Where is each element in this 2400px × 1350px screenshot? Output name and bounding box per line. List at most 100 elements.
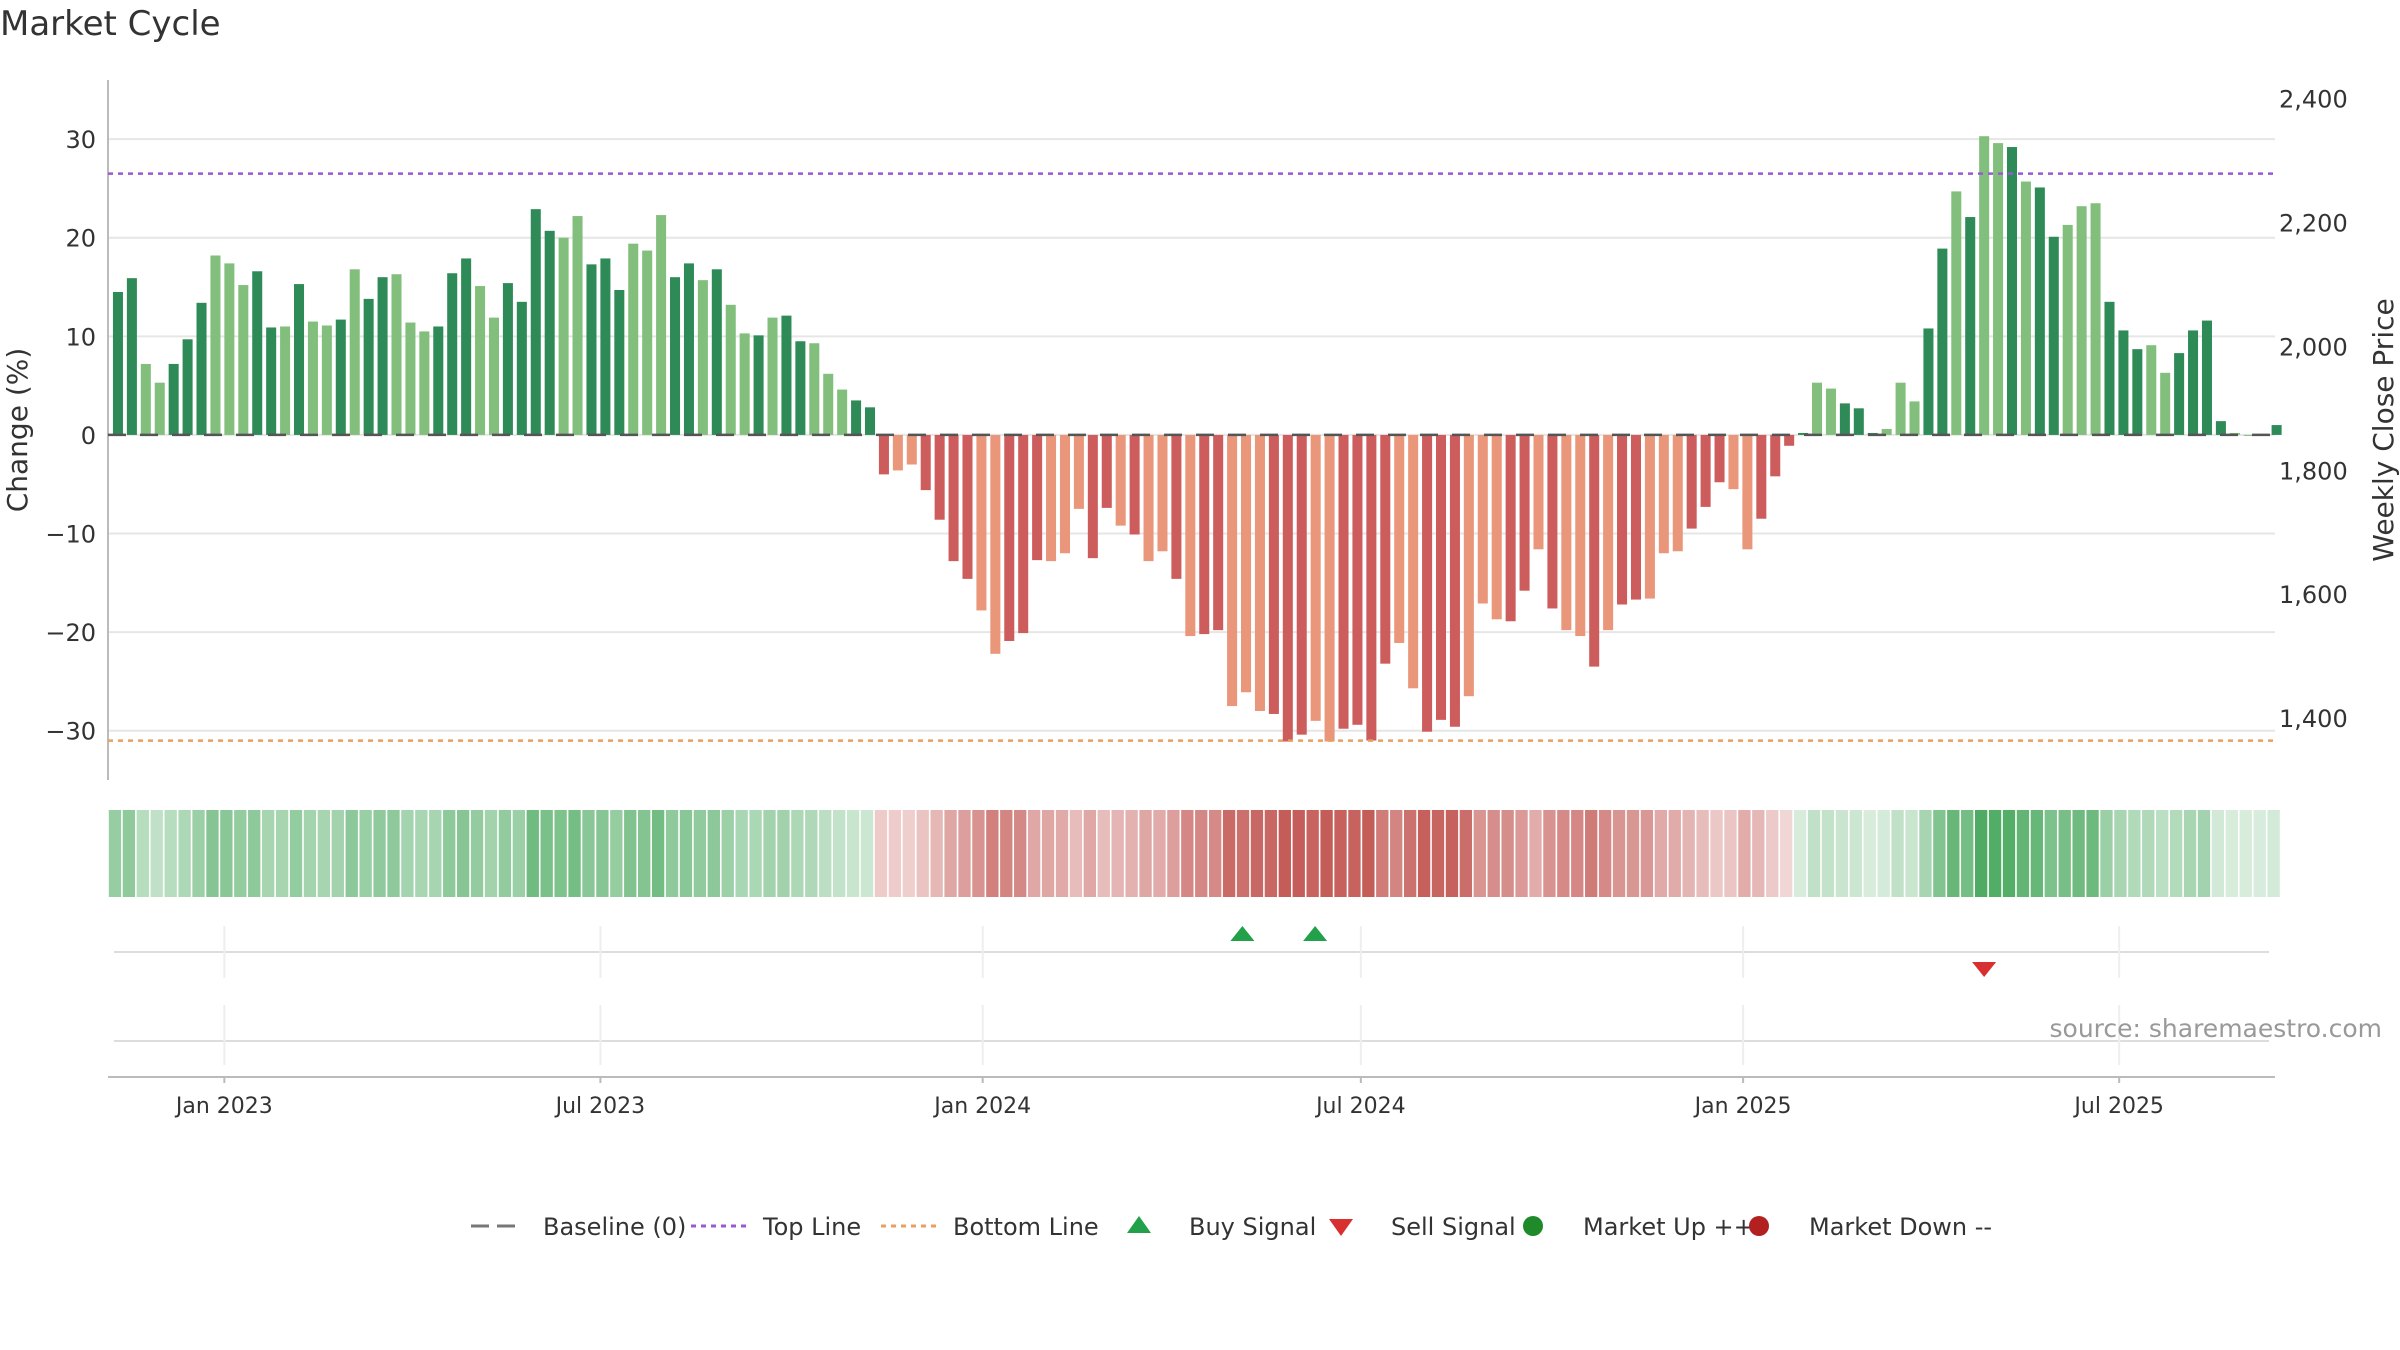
- sell-signal-marker: [1972, 962, 1997, 977]
- heat-cell: [916, 810, 929, 897]
- bar: [1839, 403, 1850, 435]
- bar: [2132, 349, 2143, 435]
- bar: [1380, 434, 1391, 664]
- bar: [1714, 434, 1725, 483]
- heat-cell: [1292, 810, 1305, 897]
- heat-cell: [1821, 810, 1835, 897]
- bar: [614, 290, 625, 435]
- bar: [851, 400, 862, 435]
- bar: [2243, 434, 2254, 436]
- buy-signal-marker: [1230, 926, 1255, 941]
- bar: [600, 258, 611, 435]
- heat-cell: [958, 810, 971, 897]
- heat-cell: [1738, 810, 1751, 897]
- heat-cell: [986, 810, 999, 897]
- heat-cell: [1626, 810, 1640, 897]
- heat-cell: [1961, 810, 1974, 897]
- chart-title: Market Cycle: [0, 4, 221, 44]
- bar: [391, 274, 402, 435]
- heat-cell: [1752, 810, 1765, 897]
- y2-tick-label: 1,600: [2279, 581, 2348, 609]
- bar: [224, 263, 235, 435]
- x-tick-label: Jan 2023: [174, 1094, 273, 1119]
- bar: [2090, 203, 2101, 435]
- y2-tick-label: 2,000: [2279, 333, 2348, 361]
- heat-cell: [1487, 810, 1500, 897]
- heat-cell: [526, 810, 539, 897]
- bar: [642, 250, 653, 435]
- bar: [1185, 434, 1196, 637]
- heat-cell: [540, 810, 553, 897]
- legend-label: Baseline (0): [543, 1213, 686, 1241]
- legend-item: Top Line: [691, 1213, 861, 1241]
- y-tick-label: 30: [65, 126, 96, 154]
- heat-cell: [1585, 810, 1598, 897]
- bar: [475, 286, 486, 435]
- heat-cell: [749, 810, 762, 897]
- bar: [1101, 434, 1112, 508]
- heat-cell: [791, 810, 804, 897]
- legend-item: Market Up ++: [1523, 1213, 1754, 1241]
- bar: [1296, 434, 1307, 735]
- bar: [2188, 330, 2199, 435]
- bar: [363, 298, 374, 435]
- heat-cell: [498, 810, 512, 897]
- heat-cell: [763, 810, 776, 897]
- x-tick-label: Jul 2024: [1314, 1094, 1406, 1119]
- heat-cell: [582, 810, 595, 897]
- bar: [2201, 320, 2212, 435]
- bar: [1213, 434, 1224, 631]
- bar: [1422, 434, 1433, 732]
- bar: [1059, 434, 1070, 554]
- heat-cell: [150, 810, 163, 897]
- heat-cell: [1919, 810, 1932, 897]
- bar: [683, 263, 694, 435]
- heat-cell: [1041, 810, 1055, 897]
- heat-cell: [178, 810, 191, 897]
- bar: [586, 264, 597, 435]
- heat-cell: [1069, 810, 1083, 897]
- heat-cell: [805, 810, 818, 897]
- heat-cell: [1807, 810, 1821, 897]
- legend-label: Sell Signal: [1391, 1213, 1516, 1241]
- bar: [1310, 434, 1321, 721]
- heat-cell: [902, 810, 915, 897]
- bar: [1798, 432, 1809, 435]
- bar: [1241, 434, 1252, 693]
- heat-cell: [220, 810, 233, 897]
- heat-cell: [1598, 810, 1612, 897]
- bar: [447, 273, 458, 435]
- heat-cell: [275, 810, 289, 897]
- bar: [878, 434, 889, 475]
- heat-cell: [2253, 810, 2266, 897]
- heat-cell: [832, 810, 846, 897]
- bar: [1394, 434, 1405, 643]
- bar: [1686, 434, 1697, 529]
- heat-cell: [1097, 810, 1110, 897]
- bar: [377, 277, 388, 435]
- heat-cell: [331, 810, 344, 897]
- x-tick-label: Jul 2025: [2072, 1094, 2164, 1119]
- heat-cell: [1445, 810, 1459, 897]
- heat-cell: [1250, 810, 1264, 897]
- legend-marker-circle: [1749, 1216, 1769, 1236]
- heat-cell: [1125, 810, 1138, 897]
- heat-cell: [2044, 810, 2057, 897]
- heat-cell: [1431, 810, 1445, 897]
- heat-cell: [2142, 810, 2155, 897]
- heat-cell: [944, 810, 957, 897]
- bar: [1658, 434, 1669, 554]
- bar: [697, 280, 708, 435]
- legend-label: Top Line: [762, 1213, 861, 1241]
- bar: [711, 269, 722, 435]
- heat-cell: [1473, 810, 1486, 897]
- heat-cell: [122, 810, 136, 897]
- bar: [1115, 434, 1126, 526]
- bar: [739, 333, 750, 435]
- heat-cell: [1780, 810, 1793, 897]
- heat-cell: [1877, 810, 1890, 897]
- bar: [280, 326, 291, 435]
- bar: [1965, 217, 1976, 435]
- bar: [2104, 301, 2115, 435]
- bar: [1533, 434, 1544, 550]
